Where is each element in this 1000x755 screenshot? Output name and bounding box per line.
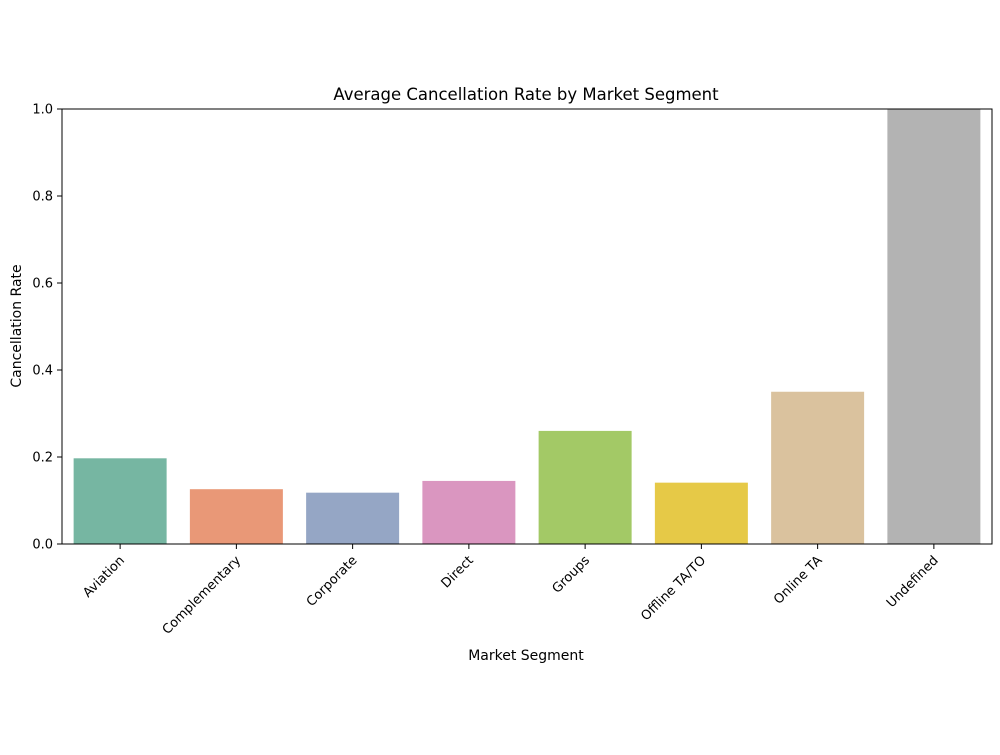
y-tick-label: 0.8 bbox=[32, 190, 53, 205]
x-tick-label: Direct bbox=[439, 553, 477, 591]
y-tick-label: 1.0 bbox=[32, 103, 53, 118]
x-tick-label: Undefined bbox=[884, 553, 942, 611]
x-tick-label: Online TA bbox=[771, 553, 825, 607]
bars-group bbox=[73, 109, 981, 544]
bar-groups bbox=[538, 430, 632, 544]
x-tick-label: Complementary bbox=[160, 553, 245, 638]
y-tick-label: 0.6 bbox=[32, 277, 53, 292]
bar-online-ta bbox=[771, 391, 865, 544]
x-axis-ticks: Aviation Complementary Corporate Direct Grou… bbox=[80, 544, 942, 638]
y-axis-label: Cancellation Rate bbox=[9, 264, 25, 387]
y-axis-ticks: 0.0 0.2 0.4 0.6 0.8 1.0 bbox=[32, 103, 62, 553]
x-tick-label: Aviation bbox=[80, 553, 128, 601]
bar-offline-ta-to bbox=[654, 482, 748, 544]
bar-aviation bbox=[73, 458, 167, 544]
bar-undefined bbox=[887, 109, 981, 544]
x-axis-label: Market Segment bbox=[468, 648, 584, 664]
bar-corporate bbox=[306, 492, 400, 544]
y-tick-label: 0.4 bbox=[32, 364, 53, 379]
x-tick-label: Corporate bbox=[304, 553, 361, 610]
plot-frame bbox=[61, 108, 993, 545]
y-tick-label: 0.0 bbox=[32, 538, 53, 553]
x-tick-label: Groups bbox=[550, 553, 594, 597]
bar-direct bbox=[422, 480, 516, 544]
x-tick-label: Offline TA/TO bbox=[638, 553, 709, 624]
y-tick-label: 0.2 bbox=[32, 451, 53, 466]
chart-title: Average Cancellation Rate by Market Segm… bbox=[333, 85, 719, 104]
bar-complementary bbox=[189, 489, 283, 544]
